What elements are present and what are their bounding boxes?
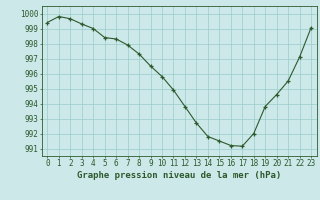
X-axis label: Graphe pression niveau de la mer (hPa): Graphe pression niveau de la mer (hPa) xyxy=(77,171,281,180)
